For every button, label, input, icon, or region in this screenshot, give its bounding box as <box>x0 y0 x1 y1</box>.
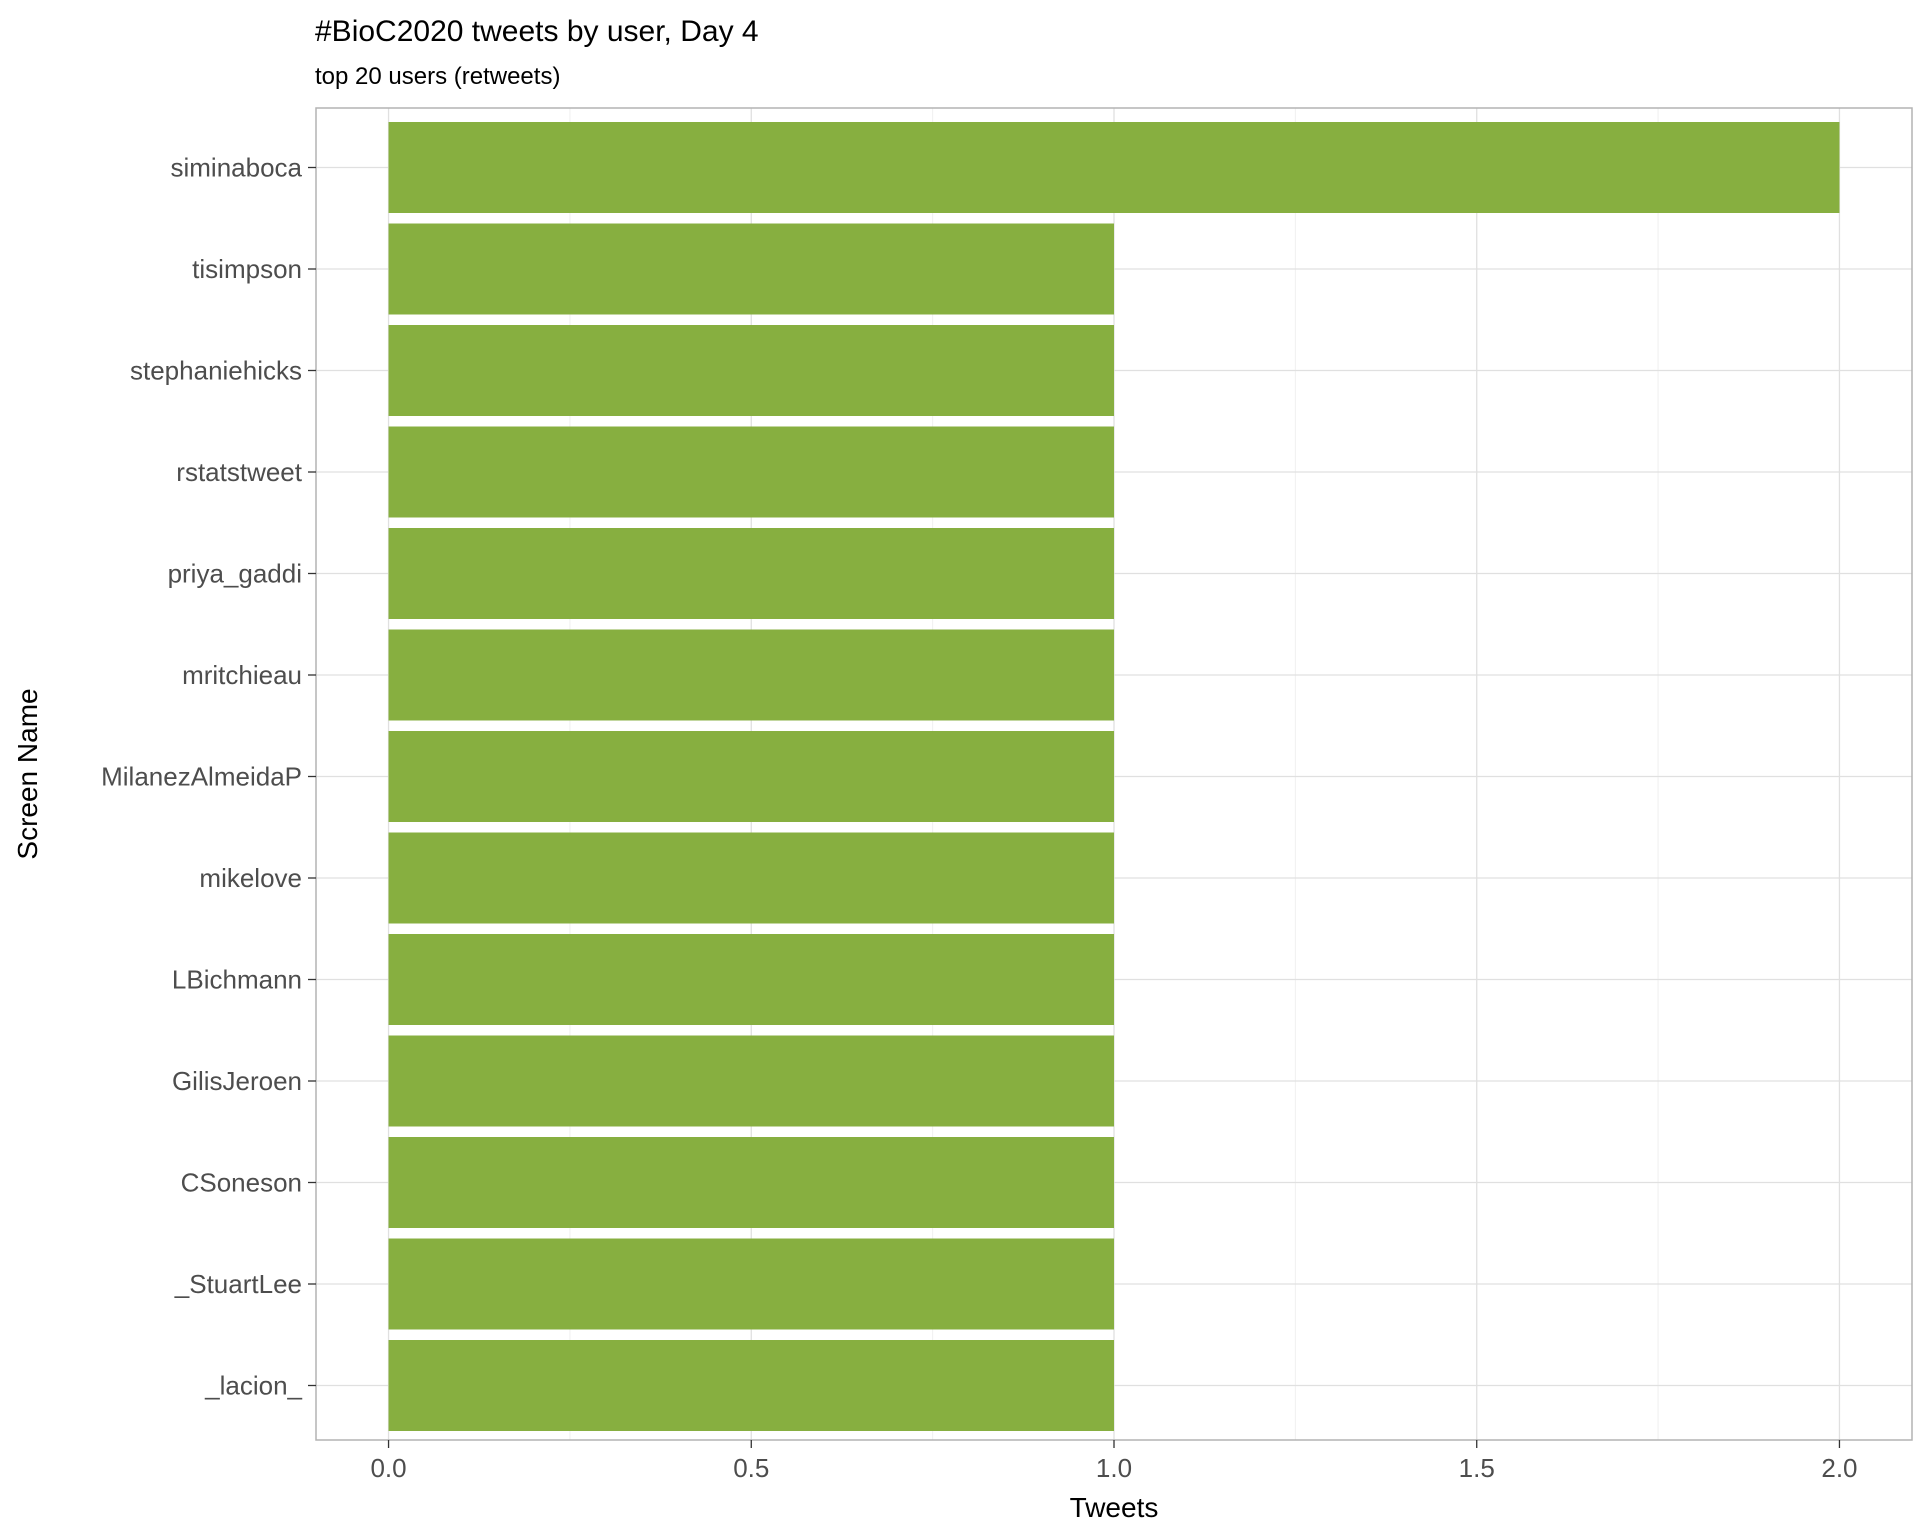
bar-stephaniehicks <box>388 325 1115 416</box>
y-tick-label: LBichmann <box>172 965 302 995</box>
chart-subtitle: top 20 users (retweets) <box>315 63 560 90</box>
y-tick-label: tisimpson <box>192 254 302 284</box>
y-tick-label: MilanezAlmeidaP <box>101 762 302 792</box>
y-tick-label: priya_gaddi <box>168 559 302 589</box>
bar-mikelove <box>388 832 1115 924</box>
bar-priya_gaddi <box>388 528 1115 619</box>
bar-CSoneson <box>388 1137 1115 1228</box>
bar-_StuartLee <box>388 1238 1115 1330</box>
bar-mritchieau <box>388 629 1115 721</box>
bar-siminaboca <box>388 122 1840 213</box>
x-tick-label: 2.0 <box>1821 1453 1857 1483</box>
bar-_lacion_ <box>388 1340 1115 1431</box>
y-tick-label: mikelove <box>199 863 302 893</box>
bar-rstatstweet <box>388 426 1115 518</box>
x-tick-label: 0.5 <box>733 1453 769 1483</box>
x-tick-label: 0.0 <box>370 1453 406 1483</box>
bars <box>388 122 1840 1431</box>
chart-title: #BioC2020 tweets by user, Day 4 <box>315 15 759 48</box>
x-axis-tick-labels: 0.0 0.5 1.0 1.5 2.0 <box>370 1440 1858 1483</box>
y-tick-label: _lacion_ <box>204 1371 302 1401</box>
y-tick-label: _StuartLee <box>174 1269 302 1299</box>
y-tick-label: CSoneson <box>181 1168 302 1198</box>
y-axis-title: Screen Name <box>12 688 43 859</box>
y-tick-label: stephaniehicks <box>130 356 302 386</box>
x-axis-title: Tweets <box>1070 1492 1159 1523</box>
x-tick-label: 1.5 <box>1459 1453 1495 1483</box>
bar-MilanezAlmeidaP <box>388 731 1115 822</box>
x-tick-label: 1.0 <box>1096 1453 1132 1483</box>
bar-LBichmann <box>388 934 1115 1025</box>
y-axis-tick-labels: siminaboca tisimpson stephaniehicks rstatst… <box>101 153 316 1401</box>
bar-GilisJeroen <box>388 1035 1115 1127</box>
y-tick-label: rstatstweet <box>176 457 302 487</box>
y-tick-label: mritchieau <box>182 660 302 690</box>
y-tick-label: siminaboca <box>170 153 302 183</box>
y-tick-label: GilisJeroen <box>172 1066 302 1096</box>
bar-tisimpson <box>388 223 1115 315</box>
